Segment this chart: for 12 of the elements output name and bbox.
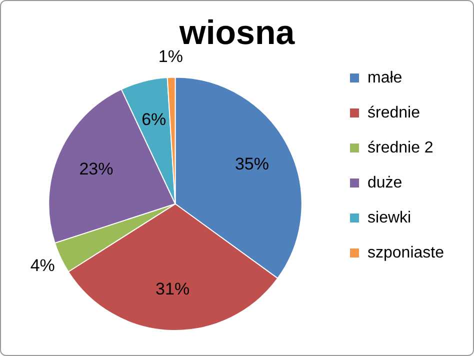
data-label: 23% — [79, 159, 114, 178]
data-label: 4% — [30, 256, 55, 276]
legend-label: średnie 2 — [368, 139, 434, 156]
data-label: 1% — [158, 47, 183, 66]
legend-label: małe — [368, 69, 402, 86]
legend-label: szponiaste — [368, 244, 444, 262]
data-label: 31% — [156, 280, 190, 299]
legend-label: duże — [368, 174, 402, 192]
legend-label: średnie — [368, 104, 420, 122]
legend-label: siewki — [368, 209, 412, 226]
data-label: 6% — [142, 110, 166, 130]
data-label: 35% — [234, 154, 269, 174]
